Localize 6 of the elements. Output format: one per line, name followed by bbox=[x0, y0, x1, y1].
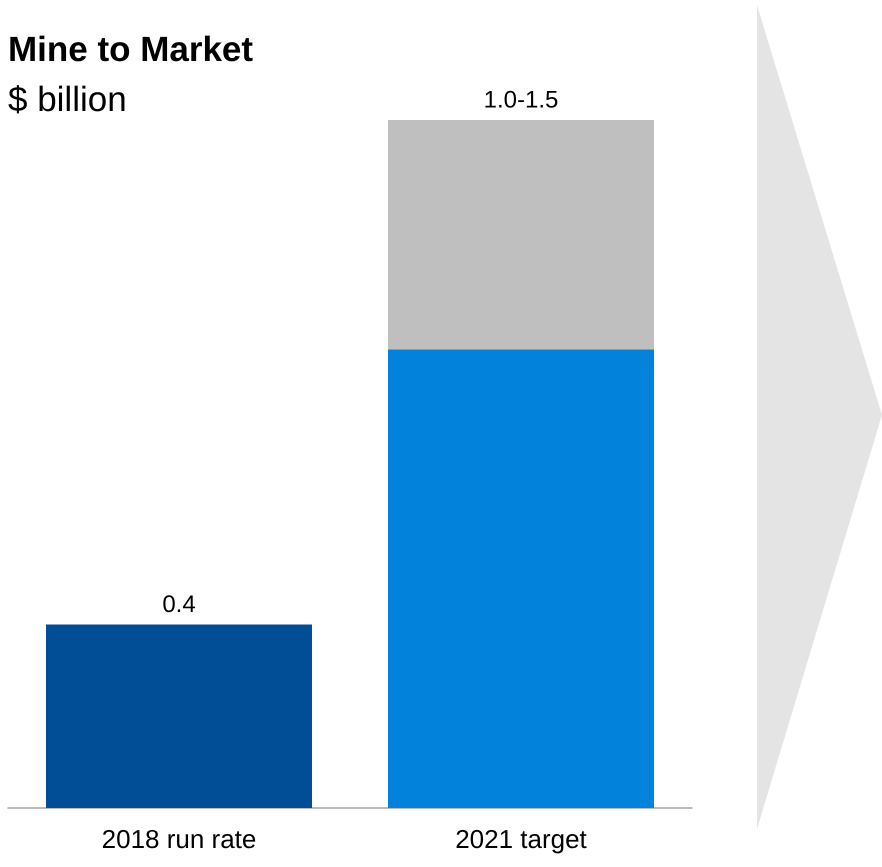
x-tick-label: 2018 run rate bbox=[102, 824, 256, 854]
chart-subtitle: $ billion bbox=[8, 80, 127, 120]
chart-title: Mine to Market bbox=[8, 30, 254, 70]
data-label: 1.0-1.5 bbox=[484, 86, 558, 114]
x-tick-label: 2021 target bbox=[455, 824, 588, 854]
data-label: 0.4 bbox=[162, 591, 196, 618]
